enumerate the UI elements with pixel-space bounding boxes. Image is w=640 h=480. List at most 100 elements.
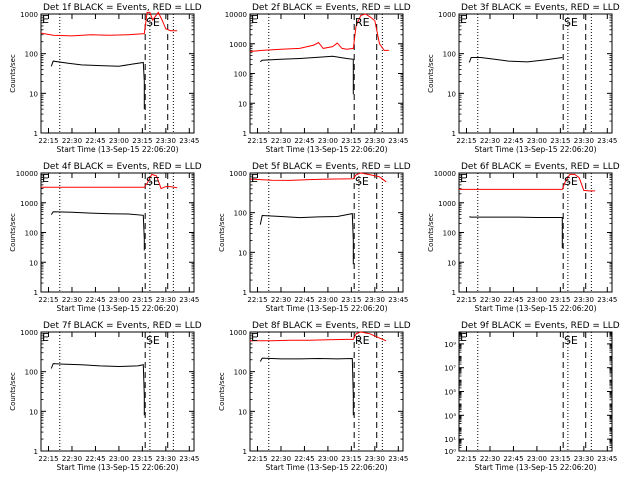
x-tick-label: 23:45 xyxy=(179,296,199,304)
x-tick-label: 23:00 xyxy=(109,455,129,463)
y-axis-label: Counts/sec xyxy=(218,213,226,252)
y-tick-label: 10⁷ xyxy=(444,365,456,373)
y-tick-label: 10 xyxy=(29,259,38,267)
lld-series-line xyxy=(250,331,387,342)
chart-panel-7: Det 7f BLACK = Events, RED = LLD 1 10 100 10… xyxy=(9,321,202,472)
y-tick-label: 1 xyxy=(243,448,247,456)
x-tick-label: 23:00 xyxy=(318,455,338,463)
x-tick-label: 22:30 xyxy=(480,296,500,304)
y-tick-label: 100 xyxy=(234,71,247,79)
x-tick-label: 23:15 xyxy=(132,137,152,145)
x-axis-label: Start Time (13-Sep-15 22:06:20) xyxy=(475,145,597,154)
plot-frame xyxy=(458,13,613,134)
x-tick-label: 23:00 xyxy=(527,455,547,463)
chart-title: Det 9f BLACK = Events, RED = LLD xyxy=(461,321,620,331)
y-tick-label: 100 xyxy=(443,51,456,59)
x-tick-label: 23:15 xyxy=(550,296,570,304)
x-tick-label: 22:45 xyxy=(85,296,105,304)
annotation-label: E xyxy=(42,331,49,344)
x-tick-label: 23:30 xyxy=(365,137,385,145)
x-tick-label: 22:30 xyxy=(271,455,291,463)
y-tick-label: 10 xyxy=(447,259,456,267)
x-tick-label: 23:15 xyxy=(341,455,361,463)
events-series-line xyxy=(50,211,145,251)
x-tick-label: 22:30 xyxy=(62,296,82,304)
events-series-line xyxy=(259,212,354,265)
lld-series-line xyxy=(249,172,387,183)
x-tick-label: 23:30 xyxy=(574,137,594,145)
x-tick-label: 22:30 xyxy=(62,137,82,145)
x-tick-label: 23:15 xyxy=(341,296,361,304)
x-tick-label: 22:45 xyxy=(85,455,105,463)
y-tick-label: 100 xyxy=(234,369,247,377)
x-tick-label: 23:45 xyxy=(388,137,408,145)
y-tick-label: 100 xyxy=(25,369,38,377)
x-tick-label: 22:15 xyxy=(38,455,58,463)
chart-title: Det 6f BLACK = Events, RED = LLD xyxy=(461,162,620,172)
y-tick-label: 10 xyxy=(238,249,247,257)
annotation-label: SE xyxy=(564,334,578,347)
x-tick-label: 23:45 xyxy=(597,455,617,463)
y-axis-label: Counts/sec xyxy=(9,213,17,252)
y-axis-label: Counts/sec xyxy=(9,54,17,93)
annotation-label: E xyxy=(251,172,258,185)
y-tick-label: 10¹ xyxy=(444,436,456,444)
plot-frame xyxy=(40,13,195,134)
y-tick-label: 10000 xyxy=(434,170,456,178)
x-tick-label: 23:45 xyxy=(179,137,199,145)
x-tick-label: 22:45 xyxy=(85,137,105,145)
lld-series-line xyxy=(40,11,178,37)
chart-panel-8: Det 8f BLACK = Events, RED = LLD 1 10 100 10… xyxy=(218,321,411,472)
y-tick-label: 1000 xyxy=(438,11,456,19)
x-tick-label: 22:30 xyxy=(62,455,82,463)
plot-frame xyxy=(249,172,404,293)
events-series-line xyxy=(469,216,563,249)
annotation-label: E xyxy=(42,13,49,26)
y-tick-label: 10 xyxy=(447,90,456,98)
chart-panel-5: Det 5f BLACK = Events, RED = LLD 1 10 100 10… xyxy=(218,162,411,313)
x-axis-label: Start Time (13-Sep-15 22:06:20) xyxy=(475,463,597,472)
x-tick-label: 22:15 xyxy=(456,455,476,463)
y-tick-label: 10⁰ xyxy=(444,448,456,456)
y-tick-label: 1 xyxy=(243,130,247,138)
y-tick-label: 10000 xyxy=(225,11,247,19)
x-tick-label: 22:15 xyxy=(247,137,267,145)
annotation-label: SE xyxy=(355,175,369,188)
x-axis-label: Start Time (13-Sep-15 22:06:20) xyxy=(57,463,179,472)
lld-series-line xyxy=(41,173,178,190)
x-tick-label: 23:45 xyxy=(388,455,408,463)
y-axis-label: Counts/sec xyxy=(218,372,226,411)
x-tick-label: 23:00 xyxy=(109,137,129,145)
y-axis-label: Counts/sec xyxy=(427,213,435,252)
x-tick-label: 23:00 xyxy=(527,137,547,145)
y-tick-label: 1000 xyxy=(229,41,247,49)
plot-frame xyxy=(249,331,404,452)
x-tick-label: 22:30 xyxy=(271,296,291,304)
annotation-label: SE xyxy=(564,16,578,29)
y-tick-label: 10 xyxy=(238,408,247,416)
x-tick-label: 22:45 xyxy=(294,296,314,304)
x-tick-label: 22:45 xyxy=(503,296,523,304)
y-tick-label: 1 xyxy=(452,130,456,138)
x-tick-label: 22:30 xyxy=(480,455,500,463)
y-axis-label: Counts/sec xyxy=(9,372,17,411)
annotation-label: E xyxy=(460,172,467,185)
annotation-label: SE xyxy=(564,175,578,188)
lld-series-line xyxy=(459,173,596,192)
x-tick-label: 22:30 xyxy=(480,137,500,145)
chart-title: Det 2f BLACK = Events, RED = LLD xyxy=(252,3,411,13)
y-tick-label: 1 xyxy=(452,289,456,297)
lld-series-line xyxy=(249,13,389,52)
x-tick-label: 23:30 xyxy=(574,455,594,463)
chart-title: Det 4f BLACK = Events, RED = LLD xyxy=(43,162,202,172)
x-tick-label: 23:30 xyxy=(574,296,594,304)
y-tick-label: 1 xyxy=(34,289,38,297)
events-series-line xyxy=(259,55,354,95)
annotation-label: E xyxy=(42,172,49,185)
annotation-label: SE xyxy=(146,16,160,29)
events-series-line xyxy=(50,363,145,416)
x-tick-label: 22:45 xyxy=(294,137,314,145)
plot-frame xyxy=(40,331,195,452)
events-series-line xyxy=(259,357,354,416)
